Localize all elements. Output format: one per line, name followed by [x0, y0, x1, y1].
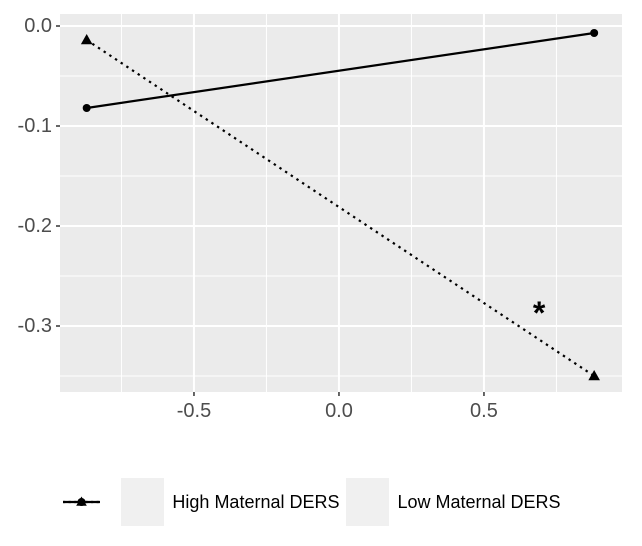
- plot-panel: [60, 14, 622, 392]
- y-tick-label: -0.1: [18, 115, 52, 137]
- legend-item: High Maternal DERS: [63, 478, 340, 526]
- y-tick-label: -0.3: [18, 315, 52, 337]
- data-point-triangle: [588, 370, 600, 381]
- data-point-triangle: [80, 34, 93, 45]
- series-line-solid: [86, 31, 595, 110]
- y-tick-label: 0.0: [24, 15, 52, 37]
- x-tick-label: -0.5: [177, 400, 211, 422]
- legend-label: Low Maternal DERS: [397, 492, 561, 512]
- legend: High Maternal DERS Low Maternal DERS: [60, 478, 622, 526]
- legend-item: Low Maternal DERS: [63, 478, 561, 526]
- chart-canvas: * -0.5 0.0 0.5 0.0 -0.1 -0.2 -0.3: [18, 14, 622, 422]
- legend-label: High Maternal DERS: [172, 492, 340, 512]
- x-tick-label: 0.0: [325, 400, 353, 422]
- data-point-circle: [82, 104, 91, 112]
- y-tick-label: -0.2: [18, 215, 52, 237]
- legend-key-dotted-triangle-icon: [63, 478, 390, 526]
- x-tick-label: 0.5: [470, 400, 498, 422]
- legend-key-solid-circle-icon: [63, 478, 165, 526]
- significance-asterisk: *: [533, 295, 546, 331]
- data-point-circle: [590, 29, 599, 37]
